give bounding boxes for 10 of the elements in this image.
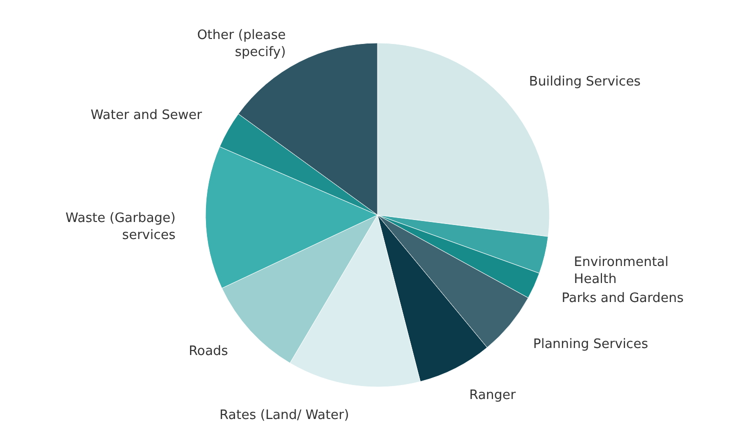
slice-label: Waste (Garbage) services xyxy=(66,211,176,244)
slice-label: Other (please specify) xyxy=(197,28,286,60)
slice-label: Parks and Gardens xyxy=(562,291,684,306)
slice-label: Planning Services xyxy=(533,336,648,352)
slice-label: Roads xyxy=(188,344,228,359)
slice-label: Building Services xyxy=(529,74,641,90)
slice-label: Environmental Health xyxy=(574,255,669,288)
slice-label: Water and Sewer xyxy=(90,108,203,123)
slice-label: Ranger xyxy=(469,388,516,403)
slice-label: Rates (Land/ Water) xyxy=(220,408,350,423)
